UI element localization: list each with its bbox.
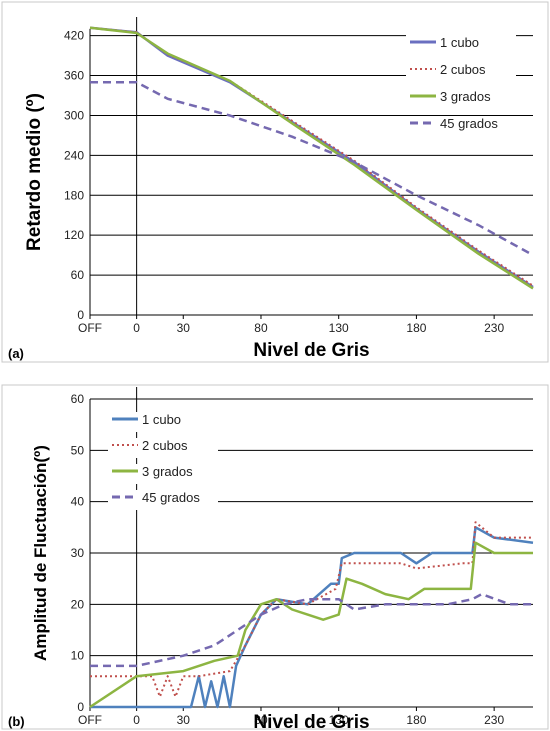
y-tick-label: 50	[71, 443, 85, 457]
y-tick-label: 360	[64, 69, 84, 83]
legend-label: 2 cubos	[440, 62, 486, 77]
x-tick-label: 230	[484, 321, 504, 335]
legend-background	[108, 464, 218, 484]
series-line-4	[90, 80, 534, 257]
x-tick-label: OFF	[78, 713, 102, 727]
chart-frame	[1, 384, 549, 730]
y-axis-title: Retardo medio (º)	[24, 93, 45, 251]
legend-label: 3 grados	[440, 89, 491, 104]
legend-label: 1 cubo	[142, 412, 181, 427]
legend-background	[108, 412, 218, 432]
legend-label: 45 grados	[142, 490, 200, 505]
x-axis-title: Nivel de Gris	[253, 712, 369, 731]
x-tick-label: 180	[406, 713, 426, 727]
x-tick-label: 30	[177, 713, 191, 727]
y-tick-label: 120	[64, 228, 84, 242]
y-axis-title: Amplitud de Fluctuación(º)	[31, 445, 50, 661]
legend-background	[406, 62, 516, 82]
series-line-2	[90, 521, 533, 698]
y-tick-label: 0	[77, 308, 84, 322]
y-tick-label: 0	[77, 700, 84, 714]
y-tick-label: 10	[71, 649, 85, 663]
y-tick-label: 300	[64, 108, 84, 122]
x-tick-label: 230	[484, 713, 504, 727]
x-tick-label: 0	[133, 713, 140, 727]
y-tick-label: 420	[64, 29, 84, 43]
panel-label: (a)	[8, 346, 24, 361]
y-tick-label: 240	[64, 148, 84, 162]
series-line-1	[90, 526, 534, 709]
y-tick-label: 60	[71, 268, 85, 282]
y-tick-label: 60	[71, 392, 85, 406]
x-tick-label: 180	[406, 321, 426, 335]
y-tick-label: 30	[71, 546, 85, 560]
legend-background	[108, 438, 218, 458]
legend-background	[108, 490, 218, 510]
legend-label: 2 cubos	[142, 438, 188, 453]
x-tick-label: 130	[329, 713, 349, 727]
x-axis-title: Nivel de Gris	[253, 340, 369, 361]
y-tick-label: 20	[71, 597, 85, 611]
y-tick-label: 40	[71, 495, 85, 509]
legend-background	[406, 89, 516, 109]
series-line-4	[90, 592, 533, 668]
x-tick-label: 0	[133, 321, 140, 335]
chart-frame	[1, 1, 549, 363]
legend-background	[406, 116, 516, 136]
x-tick-label: 80	[254, 321, 268, 335]
x-tick-label: 30	[177, 321, 191, 335]
legend-label: 1 cubo	[440, 35, 479, 50]
series-line-3	[89, 541, 533, 709]
legend-label: 45 grados	[440, 116, 498, 131]
panel-label: (b)	[8, 714, 25, 729]
x-tick-label: OFF	[78, 321, 102, 335]
x-tick-label: 80	[254, 713, 268, 727]
legend-label: 3 grados	[142, 464, 193, 479]
legend-background	[406, 35, 516, 55]
series-line-3	[89, 26, 534, 290]
series-line-2	[89, 26, 534, 287]
y-tick-label: 180	[64, 188, 84, 202]
x-tick-label: 130	[329, 321, 349, 335]
